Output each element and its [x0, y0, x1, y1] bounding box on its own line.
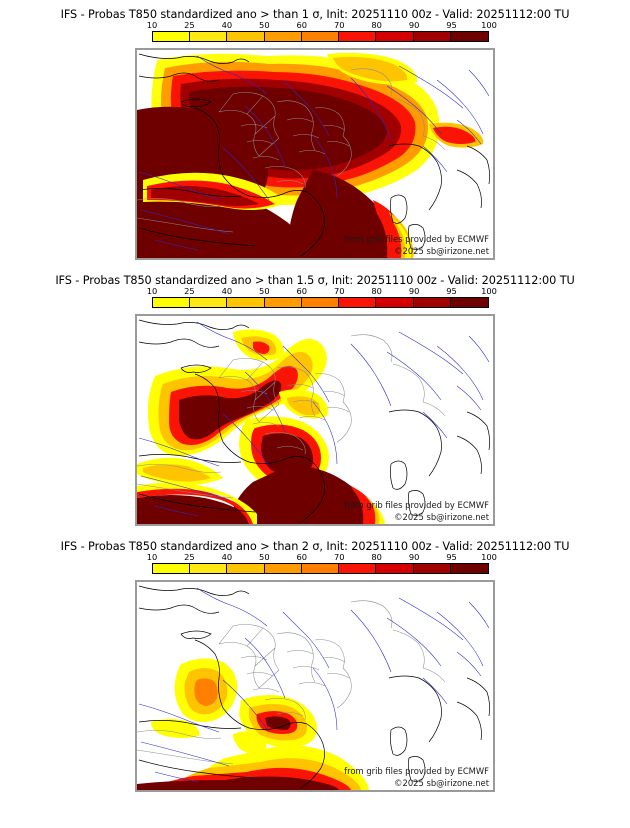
colorbar-tick-50: 50	[259, 286, 270, 296]
colorbar-tick-25: 25	[184, 286, 195, 296]
ecmwf-credit: from grib files provided by ECMWF	[344, 500, 489, 510]
colorbar-tick-100: 100	[481, 552, 497, 562]
colorbar-tick-50: 50	[259, 20, 270, 30]
colorbar-band-4	[301, 298, 340, 307]
colorbar-tick-80: 80	[371, 286, 382, 296]
panel-title: IFS - Probas T850 standardized ano > tha…	[55, 274, 575, 287]
coastlines	[138, 53, 491, 257]
colorbar-band-6	[376, 564, 414, 573]
colorbar-band-7	[413, 298, 451, 307]
colorbar-band-6	[376, 298, 414, 307]
forecast-panel-2sigma: IFS - Probas T850 standardized ano > tha…	[0, 532, 630, 798]
colorbar-band-8	[450, 564, 488, 573]
colorbar-band-3	[264, 564, 302, 573]
probability-field	[137, 329, 385, 524]
rivers	[138, 55, 490, 251]
map-svg	[137, 316, 493, 524]
colorbar-tick-60: 60	[296, 286, 308, 296]
colorbar-tick-80: 80	[371, 20, 382, 30]
colorbar-tick-60: 60	[296, 552, 308, 562]
colorbar-tick-50: 50	[259, 552, 270, 562]
map-frame[interactable]: from grib files provided by ECMWF ©2025 …	[135, 48, 495, 260]
colorbar-band-0	[153, 564, 191, 573]
colorbar-tick-100: 100	[481, 20, 497, 30]
colorbar-tick-95: 95	[446, 20, 457, 30]
colorbar-band-8	[450, 298, 488, 307]
colorbar-band-5	[339, 564, 377, 573]
colorbar-band-1	[190, 298, 228, 307]
forecast-panel-1sigma: IFS - Probas T850 standardized ano > tha…	[0, 0, 630, 266]
colorbar-tick-25: 25	[184, 552, 195, 562]
map-svg	[137, 582, 493, 790]
colorbar-tick-70: 70	[333, 552, 345, 562]
colorbar-tick-25: 25	[184, 20, 195, 30]
colorbar-tick-95: 95	[446, 286, 457, 296]
coastlines	[138, 585, 491, 789]
ecmwf-credit: from grib files provided by ECMWF	[344, 766, 489, 776]
rivers	[138, 321, 490, 517]
colorbar-tick-80: 80	[371, 552, 382, 562]
colorbar-band-2	[227, 298, 265, 307]
copyright-credit: ©2025 sb@irizone.net	[394, 778, 489, 788]
colorbar-tick-70: 70	[333, 286, 345, 296]
colorbar-tick-90: 90	[408, 286, 420, 296]
map-frame[interactable]: from grib files provided by ECMWF ©2025 …	[135, 580, 495, 792]
colorbar-band-4	[301, 32, 340, 41]
colorbar-swatches	[152, 31, 489, 42]
colorbar-tick-90: 90	[408, 20, 420, 30]
probability-field	[137, 658, 369, 790]
colorbar-swatches	[152, 297, 489, 308]
colorbar-band-7	[413, 564, 451, 573]
colorbar-tick-90: 90	[408, 552, 420, 562]
colorbar-band-8	[450, 32, 488, 41]
colorbar-swatches	[152, 563, 489, 574]
colorbar-tick-40: 40	[221, 552, 233, 562]
colorbar-tick-labels: 10 25 40 50 60 70 80 90 95 100	[147, 552, 497, 563]
colorbar-band-5	[339, 32, 377, 41]
colorbar-band-3	[264, 32, 302, 41]
ecmwf-credit: from grib files provided by ECMWF	[344, 234, 489, 244]
colorbar-tick-60: 60	[296, 20, 308, 30]
colorbar-tick-10: 10	[146, 552, 158, 562]
colorbar-tick-40: 40	[221, 286, 233, 296]
colorbar-band-2	[227, 564, 265, 573]
copyright-credit: ©2025 sb@irizone.net	[394, 246, 489, 256]
colorbar-tick-70: 70	[333, 20, 345, 30]
map-canvas	[137, 316, 493, 524]
colorbar-band-5	[339, 298, 377, 307]
probability-field	[137, 52, 484, 258]
colorbar-tick-10: 10	[146, 286, 158, 296]
panel-title: IFS - Probas T850 standardized ano > tha…	[60, 8, 570, 21]
colorbar-tick-95: 95	[446, 552, 457, 562]
forecast-panel-15sigma: IFS - Probas T850 standardized ano > tha…	[0, 266, 630, 532]
map-frame[interactable]: from grib files provided by ECMWF ©2025 …	[135, 314, 495, 526]
admin-borders	[137, 600, 446, 765]
copyright-credit: ©2025 sb@irizone.net	[394, 512, 489, 522]
colorbar-band-7	[413, 32, 451, 41]
colorbar-tick-labels: 10 25 40 50 60 70 80 90 95 100	[147, 20, 497, 31]
colorbar-tick-40: 40	[221, 20, 233, 30]
rivers	[138, 587, 490, 783]
colorbar-tick-10: 10	[146, 20, 158, 30]
colorbar-band-4	[301, 564, 340, 573]
colorbar: 10 25 40 50 60 70 80 90 95 100	[147, 552, 497, 576]
colorbar-band-1	[190, 564, 228, 573]
colorbar-band-0	[153, 32, 191, 41]
colorbar-tick-100: 100	[481, 286, 497, 296]
colorbar-band-3	[264, 298, 302, 307]
colorbar-tick-labels: 10 25 40 50 60 70 80 90 95 100	[147, 286, 497, 297]
coastlines	[138, 319, 491, 523]
colorbar: 10 25 40 50 60 70 80 90 95 100	[147, 286, 497, 310]
colorbar-band-6	[376, 32, 414, 41]
map-canvas	[137, 582, 493, 790]
colorbar-band-0	[153, 298, 191, 307]
colorbar-band-2	[227, 32, 265, 41]
map-svg	[137, 50, 493, 258]
panel-title: IFS - Probas T850 standardized ano > tha…	[60, 540, 570, 553]
map-canvas	[137, 50, 493, 258]
colorbar-band-1	[190, 32, 228, 41]
colorbar: 10 25 40 50 60 70 80 90 95 100	[147, 20, 497, 44]
